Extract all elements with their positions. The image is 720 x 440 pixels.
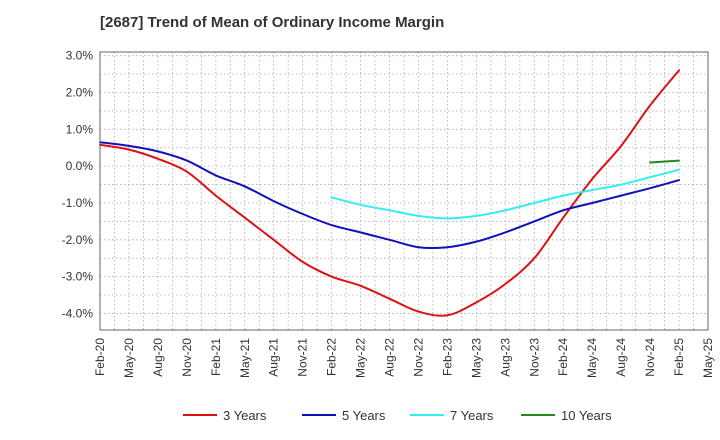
- x-tick-label: Feb-20: [93, 338, 107, 376]
- y-tick-label: -4.0%: [62, 306, 94, 320]
- x-tick-label: Feb-23: [440, 338, 454, 376]
- legend-label: 10 Years: [561, 408, 612, 423]
- x-tick-label: Feb-22: [325, 338, 339, 376]
- legend: 3 Years 5 Years 7 Years 10 Years: [183, 408, 612, 423]
- x-tick-label: May-24: [585, 338, 599, 378]
- x-tick-label: Aug-21: [267, 338, 281, 377]
- series-line-5-years: [99, 141, 680, 249]
- series-line-3-years: [99, 69, 680, 317]
- x-tick-label: Feb-24: [556, 338, 570, 376]
- x-tick-label: May-21: [238, 338, 252, 378]
- x-tick-label: May-22: [354, 338, 368, 378]
- x-tick-label: Nov-24: [643, 338, 657, 377]
- x-tick-label: May-25: [701, 338, 715, 378]
- x-tick-label: Aug-23: [498, 338, 512, 377]
- x-tick-label: Nov-23: [527, 338, 541, 377]
- x-tick-label: Feb-21: [209, 338, 223, 376]
- chart-title: [2687] Trend of Mean of Ordinary Income …: [100, 14, 445, 31]
- legend-label: 5 Years: [342, 408, 386, 423]
- series-line-7-years: [330, 168, 680, 220]
- x-tick-label: May-20: [122, 338, 136, 378]
- x-tick-label: Nov-22: [411, 338, 425, 377]
- x-axis-tick-labels: Feb-20 May-20 Aug-20 Nov-20 Feb-21 May-21 Aug-…: [93, 338, 715, 378]
- y-tick-label: 1.0%: [66, 122, 94, 136]
- y-tick-label: -2.0%: [62, 233, 94, 247]
- x-tick-label: Aug-22: [383, 338, 397, 377]
- y-tick-label: -3.0%: [62, 270, 94, 284]
- plot-frame: [99, 51, 709, 331]
- legend-label: 3 Years: [223, 408, 267, 423]
- x-tick-label: Nov-21: [296, 338, 310, 377]
- y-tick-label: 2.0%: [66, 86, 94, 100]
- grid-lines: [99, 52, 709, 330]
- y-tick-label: 0.0%: [66, 159, 94, 173]
- legend-label: 7 Years: [450, 408, 494, 423]
- x-tick-label: May-23: [469, 338, 483, 378]
- x-tick-label: Aug-20: [151, 338, 165, 377]
- y-tick-label: 3.0%: [66, 49, 94, 63]
- y-tick-label: -1.0%: [62, 196, 94, 210]
- x-tick-label: Nov-20: [180, 338, 194, 377]
- y-axis-tick-labels: 3.0% 2.0% 1.0% 0.0% -1.0% -2.0% -3.0% -4.0%: [62, 49, 94, 321]
- series-lines: [99, 69, 680, 317]
- series-line-10-years: [649, 159, 680, 164]
- x-tick-label: Feb-25: [672, 338, 686, 376]
- x-tick-label: Aug-24: [614, 338, 628, 377]
